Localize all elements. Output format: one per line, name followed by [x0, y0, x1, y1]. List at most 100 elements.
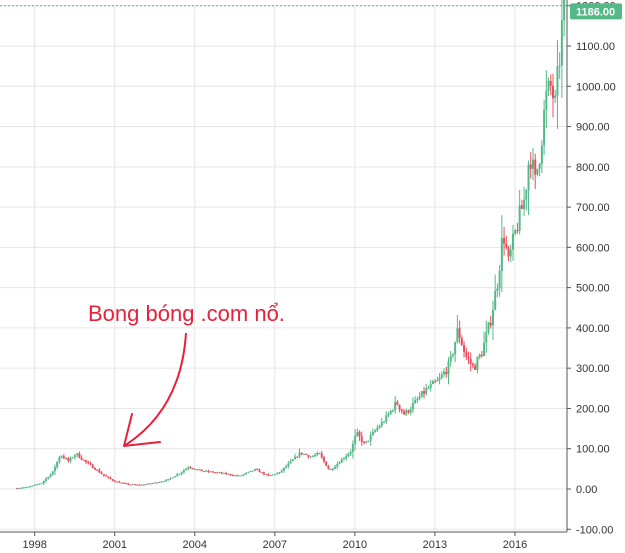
candle-body — [467, 356, 470, 359]
candle-body — [534, 159, 537, 175]
candle-body — [82, 459, 85, 461]
candle-body — [118, 481, 121, 483]
candle-body — [514, 229, 517, 234]
candle-body — [396, 401, 399, 405]
candle-body — [289, 461, 292, 464]
y-tick-label: 900.00 — [576, 122, 610, 134]
candle-body — [338, 462, 341, 464]
candle-body — [460, 338, 463, 346]
candle-body — [262, 472, 265, 475]
candle-body — [560, 20, 563, 66]
candle-body — [218, 472, 221, 474]
candle-body — [540, 145, 543, 164]
candle-body — [167, 479, 170, 481]
candle-body — [385, 415, 388, 422]
candle-body — [336, 463, 339, 467]
candle-body — [300, 452, 303, 455]
candle-body — [45, 478, 48, 481]
candle-body — [498, 270, 501, 289]
candle-body — [158, 481, 161, 483]
candle-body — [187, 467, 190, 469]
candle-body — [287, 463, 290, 467]
candle-body — [327, 465, 330, 469]
candle-body — [254, 469, 257, 471]
candle-body — [531, 159, 534, 169]
candle-body — [225, 472, 228, 475]
candle-body — [340, 459, 343, 463]
candle-body — [496, 288, 499, 292]
candle-body — [509, 249, 512, 257]
x-tick-label: 2013 — [423, 539, 447, 551]
candle-body — [282, 467, 285, 471]
candle-body — [249, 470, 252, 472]
y-tick-label: 800.00 — [576, 162, 610, 174]
candle-body — [500, 238, 503, 271]
y-tick-label: 500.00 — [576, 283, 610, 295]
candle-body — [411, 403, 414, 410]
candle-body — [102, 474, 105, 476]
y-tick-label: 1000.00 — [576, 81, 616, 93]
x-tick-label: 2001 — [102, 539, 126, 551]
candle-body — [171, 477, 174, 479]
candle-body — [222, 472, 225, 474]
candle-body — [78, 453, 81, 458]
candle-body — [180, 472, 183, 474]
y-tick-label: 600.00 — [576, 242, 610, 254]
candle-body — [416, 399, 419, 401]
candle-body — [545, 90, 548, 110]
candle-body — [98, 470, 101, 473]
candle-body — [216, 472, 219, 474]
candle-body — [302, 453, 305, 455]
candle-body — [380, 421, 383, 427]
candle-body — [22, 487, 25, 489]
x-tick-label: 1998 — [22, 539, 46, 551]
candle-body — [47, 477, 50, 479]
candle-body — [294, 456, 297, 460]
candle-body — [387, 413, 390, 416]
candle-body — [349, 451, 352, 454]
candle-body — [331, 468, 334, 470]
candle-body — [309, 456, 312, 458]
candle-body — [558, 65, 561, 67]
candle-body — [65, 458, 68, 460]
candle-body — [189, 467, 192, 469]
candle-body — [69, 457, 72, 461]
y-tick-label: 300.00 — [576, 363, 610, 375]
candle-body — [242, 474, 245, 476]
candle-body — [33, 484, 36, 486]
candle-body — [129, 484, 132, 486]
last-price-badge-bg — [570, 3, 622, 20]
candle-body — [316, 452, 319, 455]
candle-body — [325, 461, 328, 466]
candle-body — [538, 163, 541, 169]
candle-body — [109, 477, 112, 480]
candle-body — [60, 456, 63, 458]
candle-body — [525, 189, 528, 200]
candle-body — [329, 468, 332, 470]
candle-body — [169, 478, 172, 480]
candle-body — [247, 471, 250, 473]
candle-body — [449, 355, 452, 362]
candle-body — [391, 410, 394, 412]
candle-body — [420, 391, 423, 397]
candle-body — [240, 475, 243, 477]
y-tick-label: 700.00 — [576, 202, 610, 214]
candle-body — [505, 243, 508, 248]
candle-body — [478, 354, 481, 358]
candle-body — [25, 486, 28, 488]
candle-body — [471, 363, 474, 366]
candle-body — [265, 474, 268, 476]
candle-body — [342, 458, 345, 460]
candle-body — [51, 471, 54, 475]
candle-body — [503, 238, 506, 244]
candle-body — [491, 309, 494, 326]
candle-body — [536, 168, 539, 175]
candle-body — [236, 475, 239, 477]
candle-body — [374, 430, 377, 432]
candle-body — [549, 80, 552, 86]
candle-body — [511, 233, 514, 250]
candle-body — [291, 459, 294, 462]
candle-body — [182, 470, 185, 473]
candle-body — [362, 441, 365, 443]
